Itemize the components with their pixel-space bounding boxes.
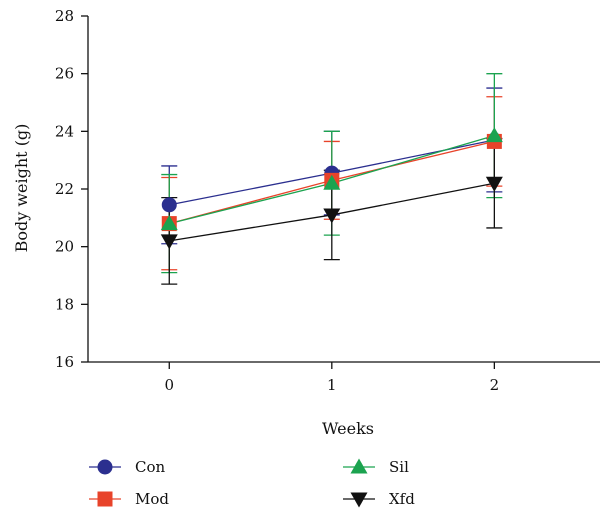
data-point-sil [485, 127, 503, 143]
legend-label: Con [135, 458, 166, 476]
data-point-con [161, 197, 177, 213]
y-axis-title: Body weight (g) [12, 124, 31, 253]
data-point-sil [323, 174, 341, 190]
x-axis-title: Weeks [322, 419, 374, 438]
x-tick-label: 0 [164, 376, 174, 394]
legend-label: Sil [389, 458, 409, 476]
legend-item-xfd: Xfd [343, 490, 415, 508]
x-tick-label: 2 [490, 376, 500, 394]
y-tick-label: 26 [55, 65, 74, 83]
legend-marker [350, 458, 368, 474]
legend-item-mod: Mod [89, 490, 169, 508]
y-tick-label: 28 [55, 7, 74, 25]
x-tick-label: 1 [327, 376, 337, 394]
x-ticks: 0 1 2 [164, 362, 499, 394]
series-markers [160, 127, 503, 250]
legend-label: Xfd [389, 490, 415, 508]
legend-marker [97, 459, 113, 475]
y-ticks: 16 18 20 22 24 26 28 [55, 7, 88, 371]
legend-label: Mod [135, 490, 169, 508]
y-tick-label: 16 [55, 353, 74, 371]
data-point-sil [160, 215, 178, 231]
y-tick-label: 24 [55, 122, 74, 140]
legend-item-con: Con [89, 458, 166, 476]
y-tick-label: 22 [55, 180, 74, 198]
legend-item-sil: Sil [343, 458, 409, 476]
legend: Con Mod Sil Xfd [89, 458, 415, 508]
legend-marker [97, 491, 113, 507]
legend-marker [350, 492, 368, 508]
data-point-xfd [323, 208, 341, 224]
data-point-xfd [485, 176, 503, 192]
data-point-xfd [160, 234, 178, 250]
y-tick-label: 20 [55, 238, 74, 256]
y-tick-label: 18 [55, 295, 74, 313]
